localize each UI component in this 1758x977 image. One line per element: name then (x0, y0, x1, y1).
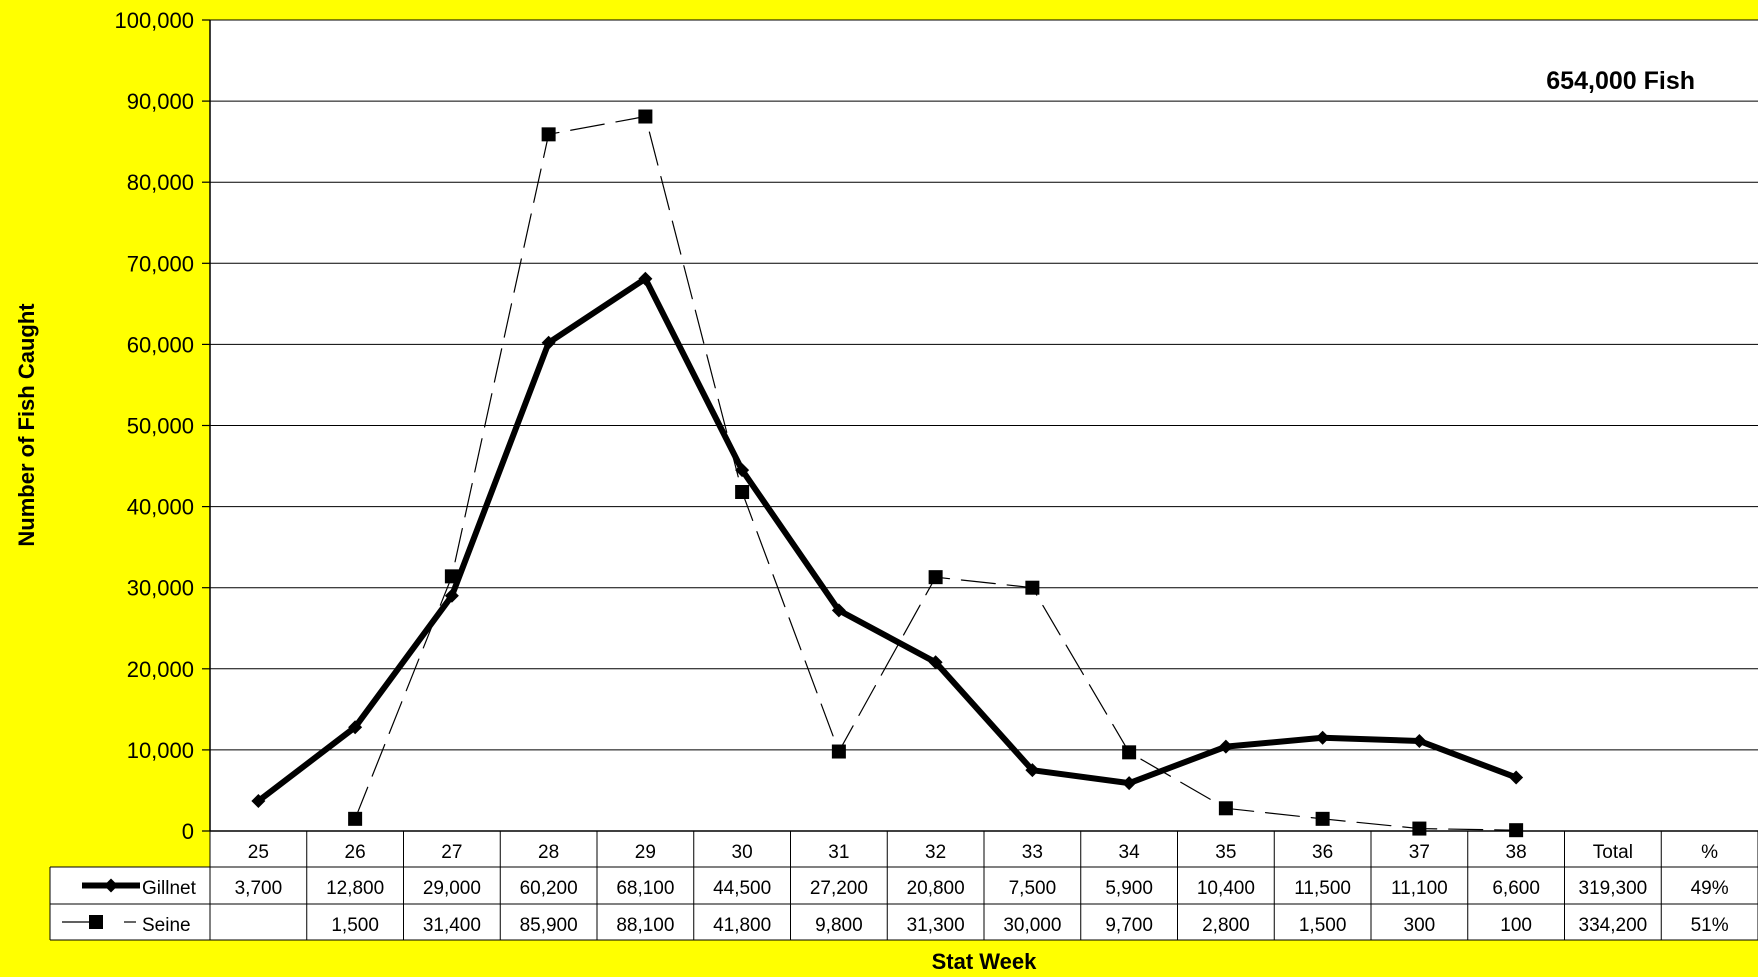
data-point (638, 109, 653, 124)
data-point (1122, 745, 1137, 760)
y-tick-label: 30,000 (127, 576, 194, 601)
x-tick-label: 27 (441, 842, 462, 863)
table-cell: 20,800 (907, 878, 965, 899)
data-point (1509, 823, 1524, 838)
table-cell: 88,100 (616, 915, 674, 936)
table-cell: 11,100 (1391, 878, 1448, 899)
data-point (735, 485, 750, 500)
data-point (1315, 811, 1330, 826)
data-point (928, 570, 943, 585)
x-tick-label: 31 (828, 842, 849, 863)
x-tick-label: 34 (1119, 842, 1141, 863)
x-tick-label: 29 (635, 842, 656, 863)
data-point (541, 335, 556, 350)
y-tick-label: 60,000 (127, 332, 194, 357)
y-axis-title: Number of Fish Caught (14, 303, 39, 547)
table-cell-total: 334,200 (1579, 915, 1648, 936)
table-cell: 100 (1500, 915, 1532, 936)
y-tick-label: 90,000 (127, 89, 194, 114)
y-tick-label: 0 (182, 819, 194, 844)
data-point (1218, 739, 1233, 754)
data-point (1025, 763, 1040, 778)
table-cell: 11,500 (1294, 878, 1351, 899)
table-cell: 1,500 (331, 915, 379, 936)
table-cell: 31,400 (423, 915, 481, 936)
data-point (1025, 580, 1040, 595)
y-tick-label: 40,000 (127, 495, 194, 520)
x-tick-label: 35 (1215, 842, 1236, 863)
data-point (1412, 821, 1427, 836)
table-cell: 12,800 (326, 878, 384, 899)
y-tick-label: 100,000 (114, 8, 194, 33)
x-tick-label: 30 (732, 842, 753, 863)
x-tick-label: 38 (1506, 842, 1527, 863)
y-tick-label: 80,000 (127, 170, 194, 195)
data-point (1122, 776, 1137, 791)
data-point (928, 655, 943, 670)
x-tick-label: 28 (538, 842, 559, 863)
data-point (444, 588, 459, 603)
table-cell: 44,500 (713, 878, 771, 899)
table-cell-percent: 51% (1691, 915, 1729, 936)
data-point (348, 811, 363, 826)
table-cell: 10,400 (1197, 878, 1255, 899)
x-tick-label: 25 (248, 842, 269, 863)
x-tick-label: 36 (1312, 842, 1333, 863)
data-point (735, 463, 750, 478)
legend-label: Seine (142, 915, 191, 936)
data-point (104, 878, 118, 893)
x-tick-label: 33 (1022, 842, 1043, 863)
table-cell-total: 319,300 (1579, 878, 1648, 899)
table-cell: 2,800 (1202, 915, 1250, 936)
x-axis-title: Stat Week (932, 949, 1038, 974)
y-tick-label: 50,000 (127, 414, 194, 439)
table-header-label: Total (1593, 842, 1633, 863)
table-cell: 68,100 (616, 878, 674, 899)
data-point (89, 915, 103, 929)
table-cell: 27,200 (810, 878, 868, 899)
series-line (255, 275, 1520, 804)
data-point (1412, 733, 1427, 748)
table-cell: 300 (1404, 915, 1436, 936)
table-cell: 7,500 (1009, 878, 1057, 899)
table-cell: 60,200 (520, 878, 578, 899)
table-cell: 6,600 (1492, 878, 1540, 899)
x-tick-label: 26 (345, 842, 366, 863)
y-tick-label: 10,000 (127, 738, 194, 763)
data-point (831, 744, 846, 759)
y-tick-label: 20,000 (127, 657, 194, 682)
table-cell: 29,000 (423, 878, 481, 899)
table-header-label: % (1701, 842, 1718, 863)
data-point (541, 127, 556, 142)
legend-label: Gillnet (142, 878, 197, 899)
table-cell: 5,900 (1105, 878, 1153, 899)
data-point (1315, 730, 1330, 745)
table-cell: 30,000 (1003, 915, 1061, 936)
table-cell: 85,900 (520, 915, 578, 936)
data-point (251, 793, 266, 808)
x-tick-label: 32 (925, 842, 946, 863)
chart-annotation: 654,000 Fish (1546, 67, 1695, 95)
table-cell: 1,500 (1299, 915, 1347, 936)
data-point (1509, 770, 1524, 785)
data-point (348, 720, 363, 735)
table-cell: 9,700 (1105, 915, 1153, 936)
table-cell: 3,700 (235, 878, 283, 899)
data-point (831, 603, 846, 618)
table-cell: 41,800 (713, 915, 771, 936)
x-tick-label: 37 (1409, 842, 1430, 863)
data-point (1218, 801, 1233, 816)
table-cell: 9,800 (815, 915, 863, 936)
y-tick-label: 70,000 (127, 251, 194, 276)
table-cell-percent: 49% (1691, 878, 1729, 899)
data-point (638, 271, 653, 286)
table-cell: 31,300 (907, 915, 965, 936)
